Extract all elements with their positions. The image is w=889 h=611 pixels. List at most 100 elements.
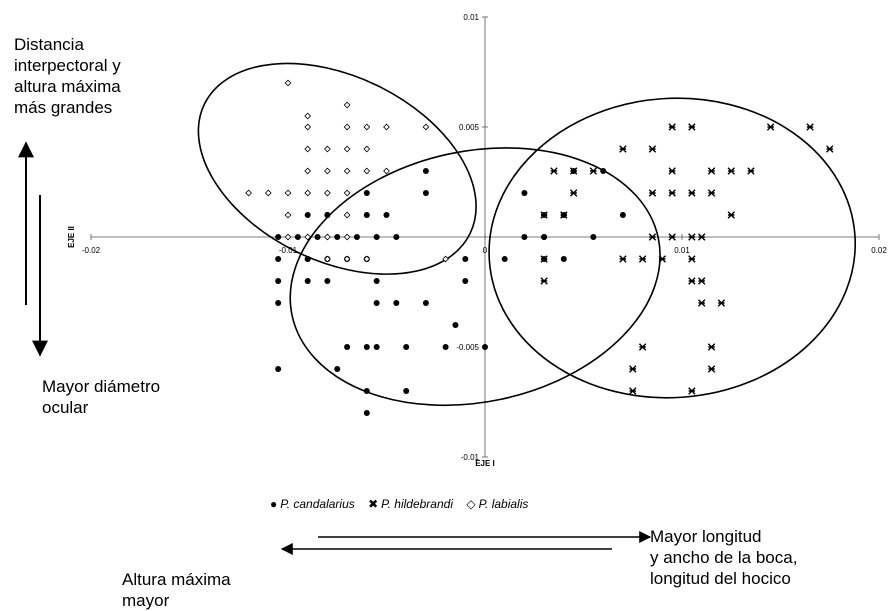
data-point-hildebrandi xyxy=(668,189,676,197)
data-point-labialis xyxy=(343,189,351,197)
legend-symbol-star: ✖ xyxy=(368,497,379,511)
data-point-candalarius xyxy=(501,256,508,262)
data-point-hildebrandi xyxy=(560,211,568,219)
data-point-candalarius xyxy=(560,256,567,262)
data-point-candalarius xyxy=(275,256,282,262)
data-point-candalarius xyxy=(373,278,380,284)
data-point-hildebrandi xyxy=(619,255,627,263)
data-point-labialis xyxy=(442,255,449,263)
data-point-candalarius xyxy=(324,278,331,284)
data-point-hildebrandi xyxy=(648,145,657,153)
data-point-hildebrandi xyxy=(540,211,548,219)
data-point-labialis xyxy=(264,189,272,197)
data-point-hildebrandi xyxy=(540,277,548,285)
data-point-candalarius xyxy=(393,300,400,306)
y-tick-label: 0.005 xyxy=(459,123,480,132)
data-point-candalarius xyxy=(275,234,282,240)
data-point-labialis xyxy=(343,233,351,241)
legend-label: P. labialis xyxy=(478,497,529,511)
data-point-hildebrandi xyxy=(727,167,735,175)
data-point-candalarius xyxy=(344,344,351,350)
data-point-hildebrandi xyxy=(688,277,696,285)
data-point-hildebrandi xyxy=(698,277,706,285)
x-tick-label: -0.02 xyxy=(82,246,101,255)
data-point-candalarius xyxy=(275,300,282,306)
y-tick-label: 0.01 xyxy=(463,13,479,22)
data-point-hildebrandi xyxy=(688,387,696,395)
data-point-labialis xyxy=(363,145,371,153)
data-point-labialis xyxy=(343,255,351,263)
data-point-candalarius xyxy=(363,190,370,196)
legend-item-hildebrandi: ✖ P. hildebrandi xyxy=(368,497,453,511)
data-point-hildebrandi xyxy=(707,365,716,373)
data-point-hildebrandi xyxy=(727,211,735,219)
data-point-candalarius xyxy=(541,234,548,240)
x-axis-title: EJE I xyxy=(475,459,495,468)
data-point-candalarius xyxy=(363,344,370,350)
data-point-labialis xyxy=(284,211,292,219)
y-tick-label: -0.005 xyxy=(456,343,479,352)
data-point-labialis xyxy=(304,112,312,120)
data-point-labialis xyxy=(343,167,351,175)
data-point-hildebrandi xyxy=(747,167,755,175)
legend-label: P. candalarius xyxy=(280,497,355,511)
x-tick-label: 0.02 xyxy=(871,246,887,255)
data-point-hildebrandi xyxy=(707,189,716,197)
data-point-labialis xyxy=(383,123,390,131)
data-point-candalarius xyxy=(403,388,410,394)
data-point-hildebrandi xyxy=(550,167,558,175)
confidence-ellipse xyxy=(488,97,857,399)
data-point-candalarius xyxy=(275,278,282,284)
data-point-candalarius xyxy=(403,344,410,350)
data-point-candalarius xyxy=(521,190,528,196)
data-point-candalarius xyxy=(373,300,380,306)
legend-item-candalarius: ● P. candalarius xyxy=(270,497,355,511)
data-point-hildebrandi xyxy=(766,123,775,131)
data-point-hildebrandi xyxy=(707,343,716,351)
data-point-candalarius xyxy=(275,366,282,372)
data-point-candalarius xyxy=(422,300,429,306)
data-point-hildebrandi xyxy=(569,189,578,197)
data-point-candalarius xyxy=(600,168,607,174)
data-point-candalarius xyxy=(482,344,488,350)
data-point-candalarius xyxy=(521,234,528,240)
data-point-labialis xyxy=(383,167,390,175)
data-point-labialis xyxy=(324,189,331,197)
data-point-labialis xyxy=(324,255,331,263)
x-tick-label: 0.01 xyxy=(674,246,690,255)
data-point-candalarius xyxy=(452,322,459,328)
y-tick-label: -0.01 xyxy=(461,453,480,462)
data-point-hildebrandi xyxy=(688,255,696,263)
data-point-labialis xyxy=(284,189,292,197)
data-point-candalarius xyxy=(363,410,370,416)
data-point-labialis xyxy=(245,189,252,197)
annotation-bottom-left: Altura máxima mayor xyxy=(122,570,231,610)
data-point-candalarius xyxy=(334,234,341,240)
data-point-hildebrandi xyxy=(698,233,706,241)
annotation-top-left: Distancia interpectoral y altura máxima … xyxy=(14,35,121,117)
x-tick-label: 0 xyxy=(483,246,488,255)
data-point-hildebrandi xyxy=(648,233,657,241)
data-point-candalarius xyxy=(353,234,360,240)
data-point-hildebrandi xyxy=(658,255,666,263)
data-point-candalarius xyxy=(393,234,400,240)
data-point-hildebrandi xyxy=(668,167,676,175)
data-point-hildebrandi xyxy=(707,167,716,175)
data-point-candalarius xyxy=(373,344,380,350)
y-axis-title: EJE II xyxy=(67,226,76,248)
data-point-labialis xyxy=(284,79,292,87)
data-point-labialis xyxy=(363,255,371,263)
data-point-labialis xyxy=(422,123,430,131)
data-point-hildebrandi xyxy=(619,145,627,153)
data-point-labialis xyxy=(304,123,312,131)
data-point-labialis xyxy=(363,167,371,175)
data-point-candalarius xyxy=(304,212,311,218)
data-point-hildebrandi xyxy=(589,167,598,175)
data-point-candalarius xyxy=(304,278,311,284)
legend-symbol-open-diamond: ◇ xyxy=(466,497,476,511)
data-point-labialis xyxy=(304,145,312,153)
data-point-labialis xyxy=(343,145,351,153)
legend-symbol-filled-circle: ● xyxy=(270,497,278,511)
data-point-candalarius xyxy=(442,344,449,350)
